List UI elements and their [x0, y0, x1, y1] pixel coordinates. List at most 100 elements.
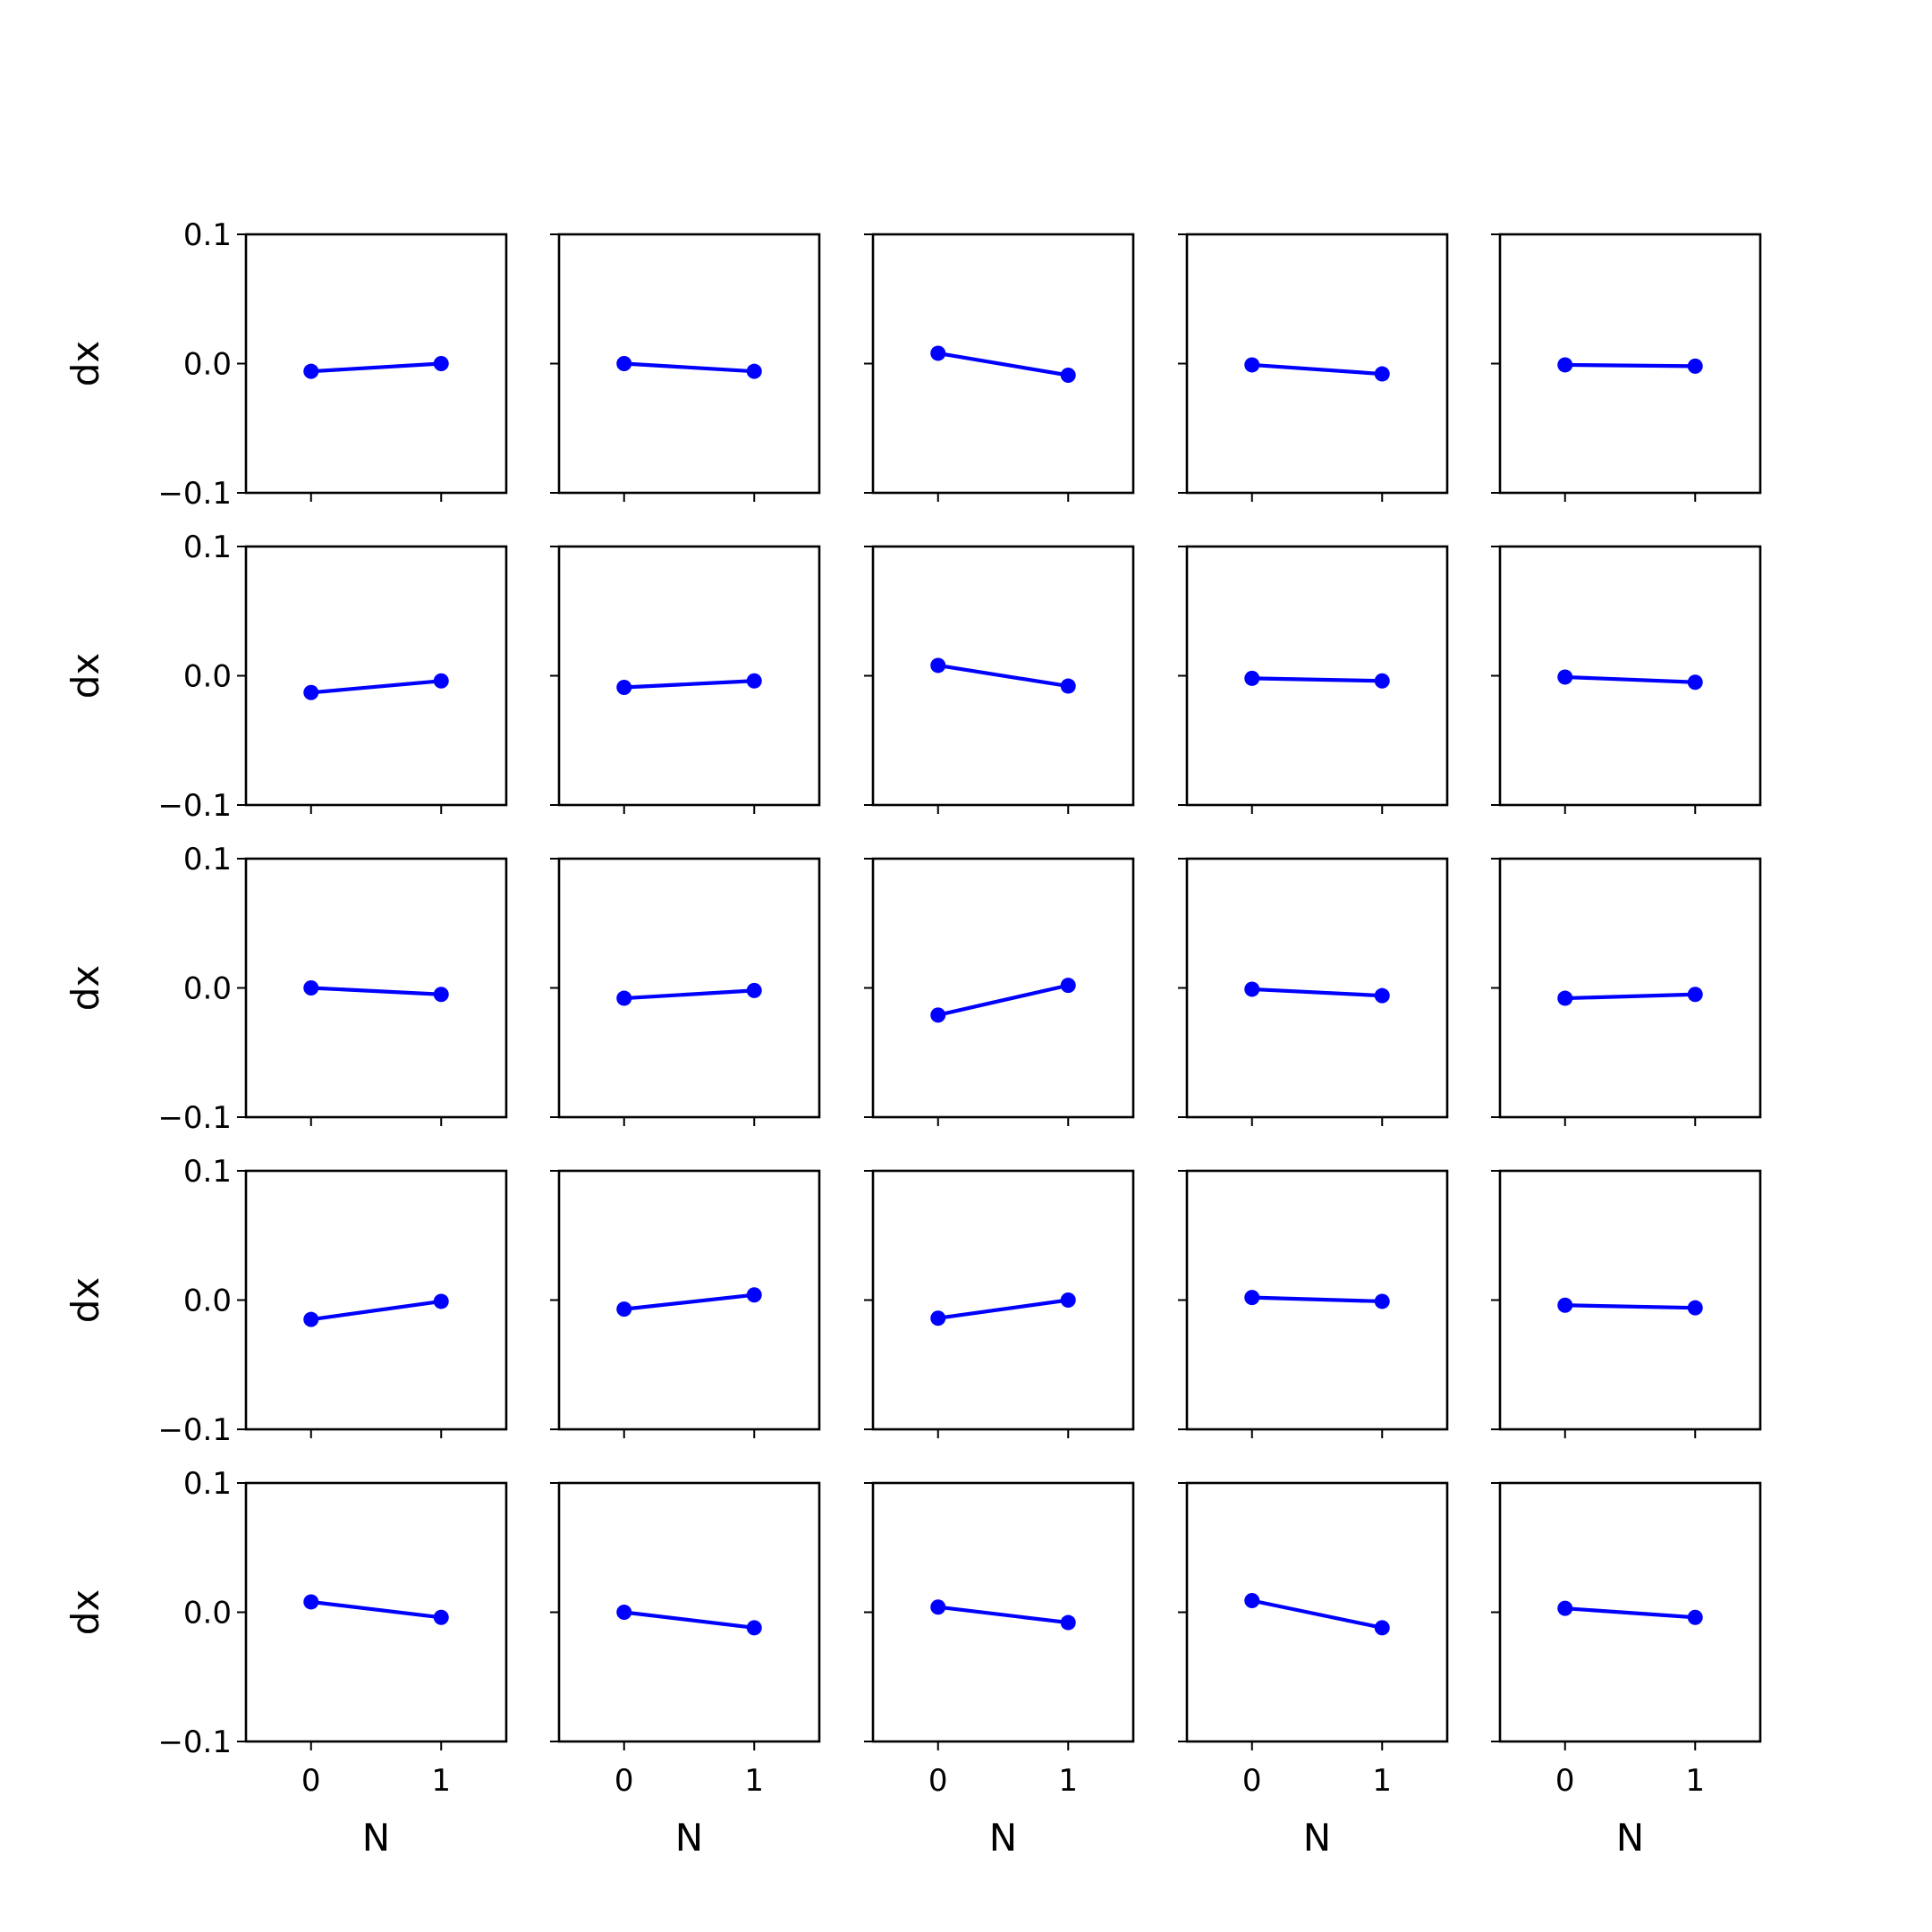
- data-point: [1374, 366, 1390, 382]
- y-tick-label: 0.1: [183, 217, 232, 253]
- series-line: [1251, 987, 1383, 998]
- y-tick-label: 0.1: [183, 530, 232, 565]
- data-point: [746, 673, 762, 689]
- data-point: [616, 990, 632, 1006]
- series-line: [310, 1299, 442, 1322]
- series-line: [1564, 674, 1696, 684]
- y-axis-label: dx: [64, 653, 107, 699]
- series-line: [1251, 676, 1383, 683]
- x-tick-label: 1: [1372, 1763, 1392, 1799]
- data-point: [1557, 1600, 1573, 1616]
- data-point: [1557, 1297, 1573, 1313]
- y-tick-label: 0.0: [183, 1596, 232, 1631]
- data-point: [930, 657, 946, 674]
- subplot-4-3: 0 1 N: [1178, 1481, 1449, 1860]
- data-point: [1374, 987, 1390, 1004]
- data-point: [1687, 1300, 1703, 1316]
- series-line: [310, 361, 442, 374]
- series-line: [623, 361, 755, 374]
- subplot-3-2: [864, 1169, 1135, 1438]
- series-line: [623, 1610, 755, 1630]
- x-tick-label: 0: [301, 1763, 321, 1799]
- data-point: [930, 1310, 946, 1326]
- subplot-3-4: [1491, 1169, 1762, 1438]
- data-point: [1060, 1292, 1076, 1308]
- data-point: [1687, 674, 1703, 691]
- data-point: [1060, 978, 1076, 994]
- series-line: [937, 1298, 1069, 1320]
- subplot-1-0: 0.1 0.0 −0.1 dx: [64, 530, 508, 824]
- subplot-1-2: [864, 545, 1135, 814]
- data-point: [433, 356, 449, 371]
- series-line: [937, 663, 1069, 689]
- data-point: [433, 1609, 449, 1625]
- series-line: [1564, 992, 1696, 1001]
- data-point: [303, 1311, 319, 1327]
- series-line: [623, 988, 755, 1001]
- x-tick-label: 1: [431, 1763, 451, 1799]
- data-point: [1244, 1290, 1260, 1306]
- data-point: [930, 345, 946, 361]
- data-point: [746, 982, 762, 998]
- data-point: [1244, 670, 1260, 686]
- data-point: [1060, 368, 1076, 384]
- subplot-2-0: 0.1 0.0 −0.1 dx: [64, 842, 508, 1136]
- series-line: [937, 983, 1069, 1017]
- subplot-3-3: [1178, 1169, 1449, 1438]
- subplot-1-3: [1178, 545, 1449, 814]
- series-line: [623, 1292, 755, 1311]
- subplot-2-3: [1178, 857, 1449, 1126]
- series-line: [937, 351, 1069, 377]
- subplot-3-1: [550, 1169, 821, 1438]
- x-tick-label: 1: [1685, 1763, 1705, 1799]
- data-point: [1687, 358, 1703, 374]
- data-point: [1557, 990, 1573, 1006]
- subplot-0-0: 0.1 0.0 −0.1 dx: [64, 217, 508, 512]
- data-point: [616, 680, 632, 696]
- x-axis-label: N: [1616, 1816, 1644, 1860]
- y-axis-label: dx: [64, 1589, 107, 1636]
- x-tick-label: 1: [1058, 1763, 1078, 1799]
- y-axis-label: dx: [64, 1277, 107, 1324]
- series-line: [310, 1599, 442, 1620]
- subplot-grid: 0.10.0−0.1dx0.10.0−0.1dx0.10.0−0.1dx0.10…: [64, 217, 1762, 1860]
- series-line: [1564, 362, 1696, 369]
- data-point: [746, 1287, 762, 1303]
- series-line: [1251, 1598, 1383, 1630]
- subplot-0-1: [550, 233, 821, 502]
- y-tick-label: 0.1: [183, 1154, 232, 1190]
- subplot-0-2: [864, 233, 1135, 502]
- y-tick-label: 0.0: [183, 659, 232, 695]
- data-point: [930, 1007, 946, 1023]
- data-point: [303, 980, 319, 996]
- x-axis-label: N: [362, 1816, 390, 1860]
- series-line: [1251, 1295, 1383, 1304]
- x-axis-label: N: [1303, 1816, 1331, 1860]
- subplot-4-1: 0 1 N: [550, 1481, 821, 1860]
- subplot-1-4: [1491, 545, 1762, 814]
- data-point: [1244, 1592, 1260, 1608]
- data-point: [433, 1293, 449, 1309]
- x-tick-label: 1: [744, 1763, 764, 1799]
- y-axis-label: dx: [64, 341, 107, 387]
- subplot-0-4: [1491, 233, 1762, 502]
- data-point: [1374, 1620, 1390, 1636]
- y-tick-label: −0.1: [157, 1412, 232, 1448]
- x-tick-label: 0: [1555, 1763, 1575, 1799]
- data-point: [746, 363, 762, 379]
- series-line: [310, 679, 442, 695]
- data-point: [433, 987, 449, 1003]
- y-tick-label: −0.1: [157, 1724, 232, 1760]
- data-point: [1244, 981, 1260, 997]
- data-point: [303, 363, 319, 379]
- series-line: [1564, 1606, 1696, 1620]
- data-point: [1374, 673, 1390, 689]
- y-tick-label: 0.1: [183, 1466, 232, 1502]
- series-line: [623, 679, 755, 690]
- y-tick-label: 0.0: [183, 1284, 232, 1319]
- series-line: [937, 1605, 1069, 1625]
- data-point: [616, 356, 632, 371]
- y-tick-label: −0.1: [157, 1100, 232, 1136]
- data-point: [1374, 1293, 1390, 1309]
